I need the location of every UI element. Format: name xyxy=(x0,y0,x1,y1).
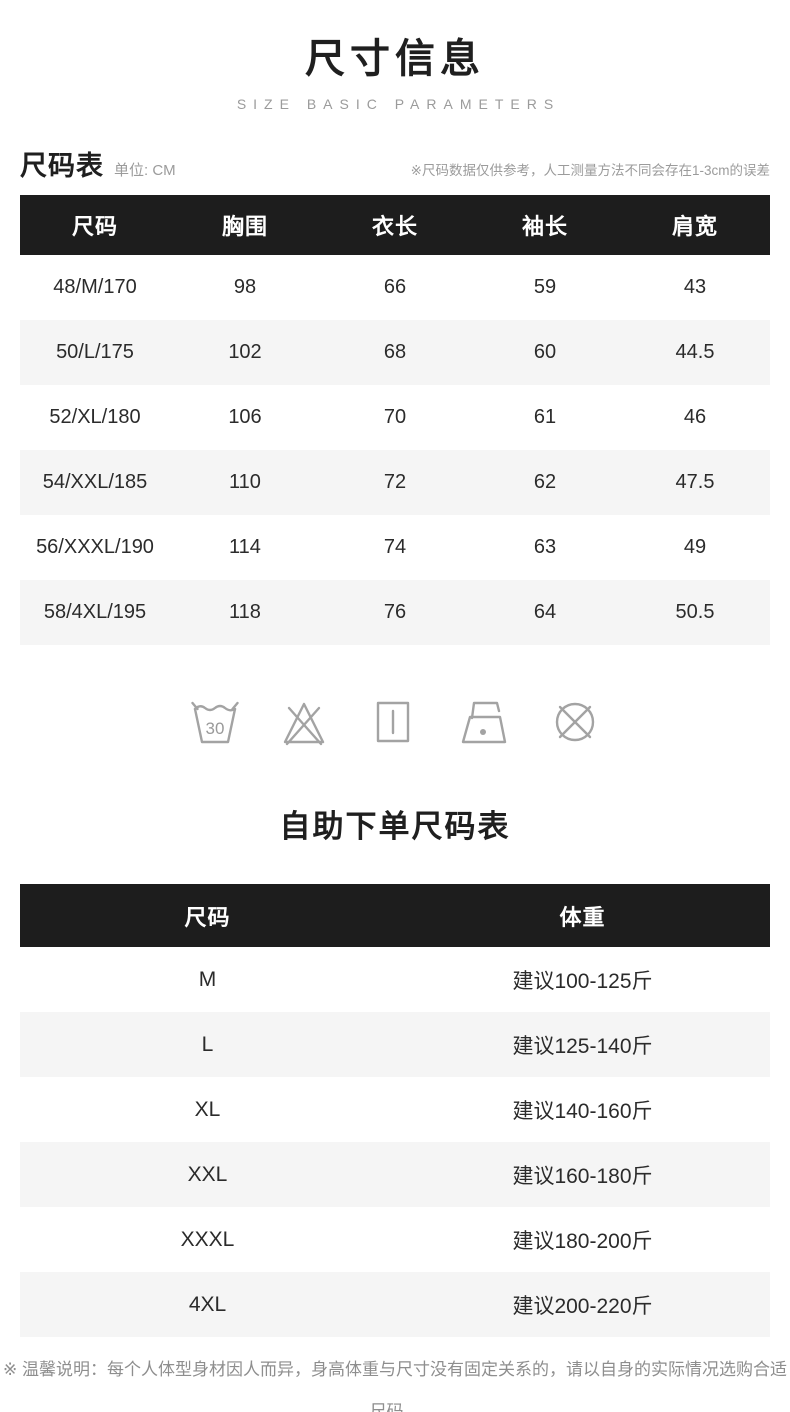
do-not-dryclean-icon xyxy=(551,696,599,748)
size-table-cell: 63 xyxy=(533,536,557,558)
footnote-line-1: ※ 温馨说明：每个人体型身材因人而异，身高体重与尺寸没有固定关系的，请以自身的实… xyxy=(3,1360,787,1412)
size-table-row: 54/XXL/185 110 72 62 47.5 xyxy=(20,450,770,515)
size-section-head: 尺码表 单位: CM ※尺码数据仅供参考，人工测量方法不同会存在1-3cm的误差 xyxy=(20,144,770,183)
weight-table-header-cell: 尺码 xyxy=(184,904,231,930)
weight-table-cell: 建议180-200斤 xyxy=(512,1229,653,1253)
size-table-body: 48/M/170 98 66 59 43 50/L/175 102 68 60 … xyxy=(20,255,770,645)
weight-table-row: XXL 建议160-180斤 xyxy=(20,1142,770,1207)
wash-30-icon: 30 xyxy=(191,696,239,748)
weight-table-row: L 建议125-140斤 xyxy=(20,1012,770,1077)
weight-table-row: XXXL 建议180-200斤 xyxy=(20,1207,770,1272)
weight-table-cell: 建议200-220斤 xyxy=(512,1294,653,1318)
size-table-cell: 50/L/175 xyxy=(56,341,134,363)
size-chart-label: 尺码表 xyxy=(20,151,104,181)
size-table-cell: 76 xyxy=(383,601,407,623)
wash-temp-label: 30 xyxy=(206,719,225,738)
size-table-header-cell: 胸围 xyxy=(221,214,268,239)
size-table-cell: 114 xyxy=(229,536,261,558)
size-table-header-cell: 衣长 xyxy=(371,214,418,239)
size-table-row: 58/4XL/195 118 76 64 50.5 xyxy=(20,580,770,645)
size-table-cell: 48/M/170 xyxy=(53,276,137,298)
unit-label: 单位: CM xyxy=(114,162,176,179)
size-table-row: 52/XL/180 106 70 61 46 xyxy=(20,385,770,450)
weight-table-body: M 建议100-125斤 L 建议125-140斤 XL 建议140-160斤 … xyxy=(20,947,770,1337)
weight-table-header-cell: 体重 xyxy=(559,904,606,930)
size-table: 尺码 胸围 衣长 袖长 肩宽 48/M/170 98 66 59 43 50/L… xyxy=(20,195,770,645)
weight-table-cell: L xyxy=(201,1032,214,1056)
weight-table-cell: 建议125-140斤 xyxy=(512,1034,653,1058)
weight-table-row: XL 建议140-160斤 xyxy=(20,1077,770,1142)
size-table-cell: 47.5 xyxy=(675,471,715,493)
footnote: ※ 温馨说明：每个人体型身材因人而异，身高体重与尺寸没有固定关系的，请以自身的实… xyxy=(0,1349,790,1412)
size-table-cell: 102 xyxy=(228,341,262,363)
size-table-header-cell: 袖长 xyxy=(521,214,568,239)
size-table-cell: 58/4XL/195 xyxy=(43,601,147,623)
size-table-cell: 74 xyxy=(383,536,407,558)
weight-table: 尺码 体重 M 建议100-125斤 L 建议125-140斤 XL 建议140… xyxy=(20,884,770,1337)
size-table-cell: 49 xyxy=(683,536,707,558)
weight-table-cell: 建议160-180斤 xyxy=(512,1164,653,1188)
measurement-disclaimer: ※尺码数据仅供参考，人工测量方法不同会存在1-3cm的误差 xyxy=(410,163,770,178)
size-table-cell: 52/XL/180 xyxy=(49,406,141,428)
size-table-cell: 64 xyxy=(533,601,557,623)
weight-table-cell: 建议140-160斤 xyxy=(512,1099,653,1123)
weight-table-cell: M xyxy=(198,967,217,991)
care-icons-row: 30 xyxy=(0,695,790,749)
weight-table-row: 4XL 建议200-220斤 xyxy=(20,1272,770,1337)
weight-table-cell: XXL xyxy=(187,1162,228,1186)
size-table-row: 56/XXXL/190 114 74 63 49 xyxy=(20,515,770,580)
size-table-cell: 62 xyxy=(533,471,557,493)
size-table-row: 48/M/170 98 66 59 43 xyxy=(20,255,770,320)
iron-low-icon xyxy=(458,696,510,748)
size-table-header-cell: 肩宽 xyxy=(671,214,718,239)
size-table-cell: 43 xyxy=(683,276,707,298)
size-table-cell: 60 xyxy=(533,341,557,363)
drip-dry-icon xyxy=(369,696,417,748)
size-table-header: 尺码 胸围 衣长 袖长 肩宽 xyxy=(20,195,770,255)
size-table-cell: 98 xyxy=(233,276,257,298)
size-table-cell: 72 xyxy=(383,471,407,493)
weight-table-cell: XL xyxy=(194,1097,221,1121)
size-table-cell: 106 xyxy=(228,406,262,428)
size-table-cell: 70 xyxy=(383,406,407,428)
size-table-cell: 46 xyxy=(683,406,707,428)
size-table-cell: 59 xyxy=(533,276,557,298)
weight-table-row: M 建议100-125斤 xyxy=(20,947,770,1012)
order-size-heading: 自助下单尺码表 xyxy=(279,809,511,844)
size-section-left: 尺码表 单位: CM xyxy=(20,144,176,183)
size-table-cell: 118 xyxy=(229,601,261,623)
title-block: 尺寸信息 SIZE BASIC PARAMETERS xyxy=(0,0,790,112)
size-table-cell: 66 xyxy=(383,276,407,298)
weight-table-cell: 4XL xyxy=(188,1292,227,1316)
size-table-header-cell: 尺码 xyxy=(71,214,118,239)
size-table-cell: 50.5 xyxy=(675,601,715,623)
size-table-cell: 56/XXXL/190 xyxy=(36,536,154,558)
size-table-cell: 61 xyxy=(533,406,557,428)
page-title: 尺寸信息 xyxy=(305,37,485,81)
size-table-row: 50/L/175 102 68 60 44.5 xyxy=(20,320,770,385)
size-table-cell: 44.5 xyxy=(675,341,715,363)
size-table-cell: 54/XXL/185 xyxy=(42,471,148,493)
size-table-cell: 68 xyxy=(383,341,407,363)
weight-table-cell: XXXL xyxy=(180,1227,235,1251)
page-subtitle: SIZE BASIC PARAMETERS xyxy=(236,96,561,112)
weight-table-cell: 建议100-125斤 xyxy=(512,969,653,993)
size-table-cell: 110 xyxy=(229,471,261,493)
weight-table-header: 尺码 体重 xyxy=(20,884,770,947)
do-not-bleach-icon xyxy=(280,696,328,748)
